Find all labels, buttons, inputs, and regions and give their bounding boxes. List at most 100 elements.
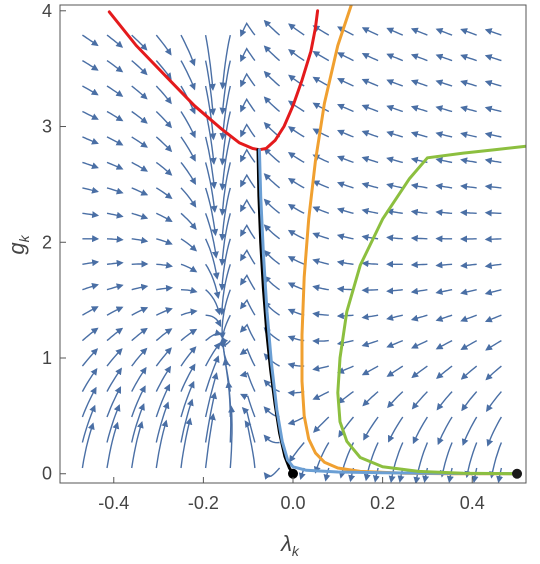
stream-arrow <box>363 237 378 239</box>
stream-arrow <box>462 290 477 294</box>
stream-arrow <box>241 225 255 238</box>
stream-arrow <box>156 264 171 266</box>
stream-arrow <box>486 160 501 163</box>
stream-arrow <box>156 288 171 290</box>
stream-arrow <box>389 417 403 441</box>
y-tick-label: 4 <box>42 1 52 21</box>
stream-arrow <box>289 50 304 61</box>
stream-arrow <box>107 423 118 468</box>
stream-arrow <box>181 365 195 392</box>
plot-frame <box>60 5 526 483</box>
stream-arrow <box>241 175 255 188</box>
stream-arrow <box>82 285 97 290</box>
stream-arrow <box>413 392 428 409</box>
stream-arrow <box>241 49 255 61</box>
trajectory-line-3 <box>302 5 517 474</box>
stream-arrow <box>265 72 280 86</box>
stream-arrow <box>107 387 120 417</box>
stream-arrow <box>245 421 255 468</box>
stream-arrow <box>107 239 122 240</box>
stream-arrow <box>132 349 147 366</box>
y-tick-label: 2 <box>42 232 52 252</box>
stream-arrow <box>156 86 171 103</box>
trajectory-line-4 <box>259 150 517 474</box>
stream-arrow <box>156 213 171 221</box>
stream-arrow <box>107 329 122 341</box>
stream-arrow <box>486 264 501 266</box>
stream-arrow <box>107 285 122 289</box>
y-axis-title-main: g <box>4 242 29 255</box>
stream-arrow <box>241 125 255 137</box>
stream-arrow <box>107 349 122 366</box>
stream-arrow <box>82 369 96 392</box>
stream-arrow <box>289 257 304 265</box>
stream-arrow <box>132 286 147 290</box>
stream-arrow <box>437 341 452 349</box>
infrared-point-marker <box>512 469 522 479</box>
stream-arrow <box>363 54 378 61</box>
stream-arrow <box>107 307 122 315</box>
stream-arrow <box>338 183 353 188</box>
stream-arrow <box>241 150 255 163</box>
x-tick-label: -0.2 <box>188 493 219 513</box>
stream-arrow <box>388 106 403 111</box>
stream-arrow <box>463 417 477 445</box>
trajectory-line-1 <box>109 11 317 150</box>
stream-arrow <box>265 46 280 60</box>
stream-arrow <box>412 55 427 61</box>
stream-arrow <box>265 251 280 264</box>
stream-arrow <box>437 186 452 188</box>
stream-arrow <box>487 392 502 411</box>
stream-arrow <box>486 108 501 112</box>
stream-arrow <box>388 185 403 188</box>
stream-arrow <box>462 264 477 266</box>
stream-arrow <box>412 290 427 292</box>
stream-arrow <box>437 133 452 137</box>
stream-arrow <box>107 263 122 265</box>
stream-arrow <box>338 53 353 61</box>
stream-arrow <box>82 349 97 366</box>
stream-arrow <box>486 56 501 61</box>
stream-arrow <box>132 188 147 195</box>
stream-arrow <box>462 315 477 321</box>
stream-arrow <box>156 239 171 244</box>
x-tick-label: 0.0 <box>280 493 305 513</box>
stream-arrow <box>289 127 304 137</box>
x-tick-label: 0.2 <box>370 493 395 513</box>
stream-arrow <box>265 97 280 111</box>
stream-arrow <box>156 137 171 151</box>
stream-arrow <box>375 468 378 481</box>
stream-arrow <box>82 307 97 315</box>
stream-arrow <box>388 29 403 36</box>
stream-arrow <box>289 205 304 214</box>
stream-arrow <box>107 35 122 47</box>
stream-arrow <box>363 263 378 264</box>
stream-arrow <box>82 162 97 167</box>
stream-arrow <box>132 422 142 468</box>
stream-arrow <box>388 132 403 137</box>
stream-arrow <box>486 30 501 35</box>
stream-arrow <box>437 55 452 61</box>
stream-arrow <box>486 134 501 137</box>
stream-arrow <box>412 133 427 137</box>
stream-arrow <box>388 366 403 376</box>
stream-arrow <box>437 290 452 293</box>
stream-arrow <box>241 275 255 289</box>
stream-arrow <box>181 188 196 207</box>
stream-arrow <box>265 225 280 239</box>
stream-arrow <box>241 200 255 213</box>
stream-arrow <box>338 105 353 112</box>
stream-arrow <box>82 213 97 215</box>
stream-arrow <box>412 107 427 112</box>
stream-arrow <box>437 29 452 35</box>
stream-arrow <box>181 162 195 183</box>
stream-arrow <box>82 262 97 264</box>
stream-arrow <box>437 315 452 320</box>
stream-arrow <box>363 210 378 213</box>
stream-arrow <box>412 264 427 265</box>
stream-arrow <box>265 174 280 188</box>
stream-arrow <box>412 185 427 188</box>
